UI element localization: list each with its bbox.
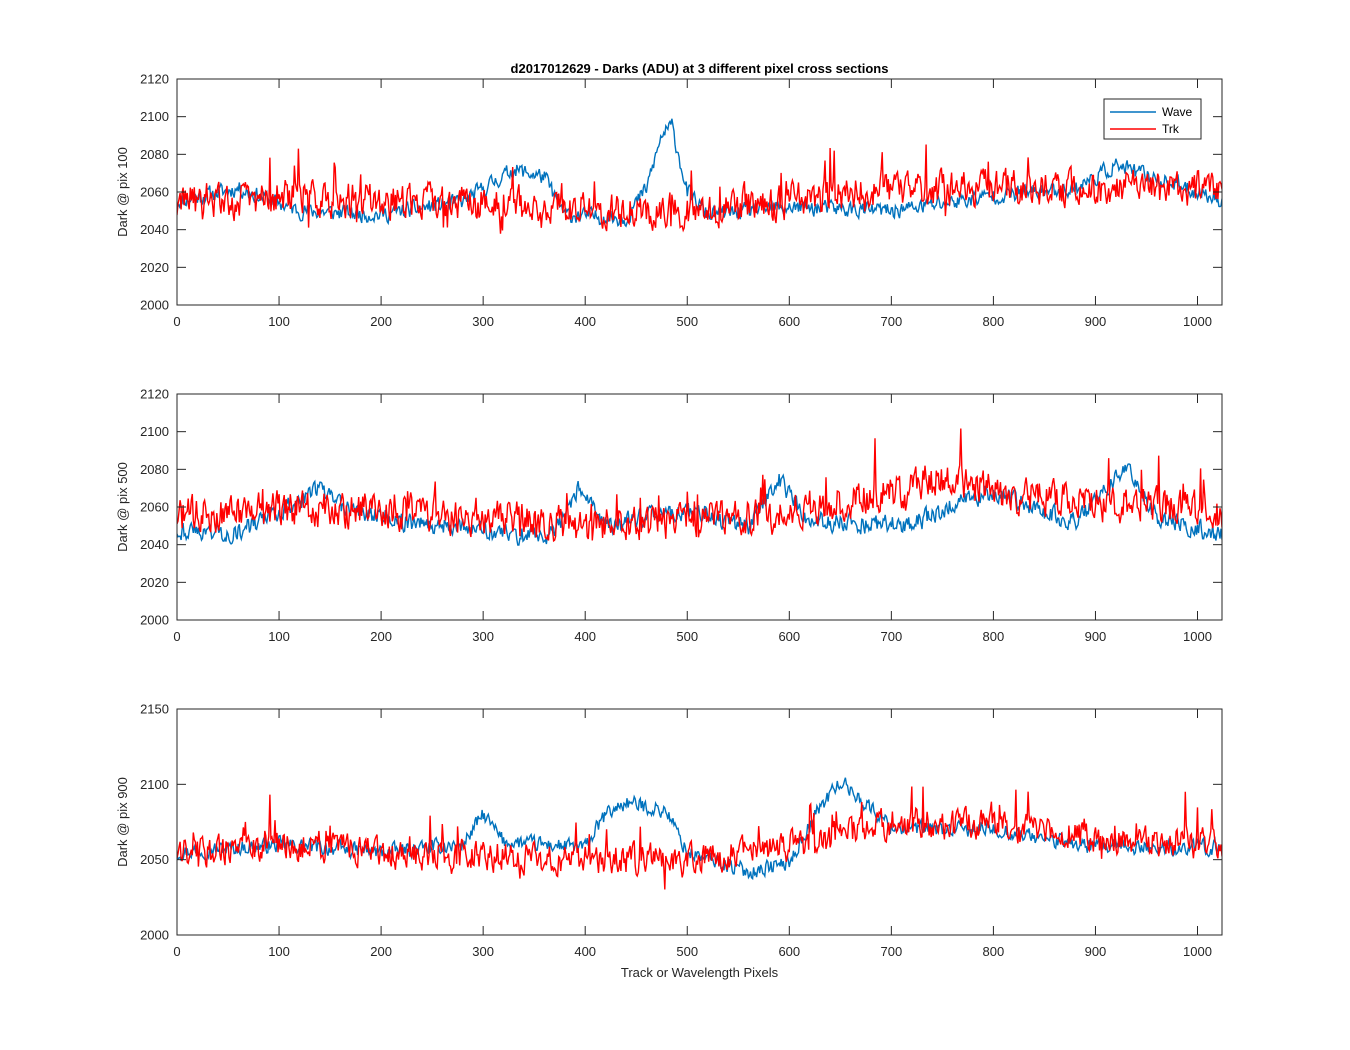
y-tick-label: 2150 <box>140 702 169 717</box>
x-tick-label: 100 <box>268 629 290 644</box>
y-tick-label: 2000 <box>140 613 169 628</box>
x-axis-title: Track or Wavelength Pixels <box>621 965 779 980</box>
legend-label-trk: Trk <box>1162 122 1180 136</box>
y-tick-label: 2020 <box>140 575 169 590</box>
x-tick-label: 1000 <box>1183 314 1212 329</box>
y-axis-title-3: Dark @ pix 900 <box>115 777 130 867</box>
x-tick-label: 800 <box>983 629 1005 644</box>
y-tick-label: 2060 <box>140 500 169 515</box>
y-tick-label: 2020 <box>140 260 169 275</box>
legend: Wave Trk <box>1103 98 1202 140</box>
x-tick-label: 200 <box>370 944 392 959</box>
x-tick-label: 400 <box>574 629 596 644</box>
x-tick-label: 400 <box>574 944 596 959</box>
y-tick-label: 2100 <box>140 109 169 124</box>
x-tick-label: 500 <box>676 314 698 329</box>
series-wave-line-3 <box>177 777 1222 881</box>
y-axis-title-2: Dark @ pix 500 <box>115 462 130 552</box>
legend-box <box>1103 98 1202 140</box>
x-tick-label: 200 <box>370 629 392 644</box>
x-tick-label: 700 <box>881 629 903 644</box>
y-axis-title-1: Dark @ pix 100 <box>115 147 130 237</box>
y-tick-label: 2080 <box>140 147 169 162</box>
x-tick-label: 300 <box>472 314 494 329</box>
x-tick-label: 700 <box>881 314 903 329</box>
series-trk-line-1 <box>177 144 1222 234</box>
x-tick-label: 200 <box>370 314 392 329</box>
y-tick-label: 2060 <box>140 185 169 200</box>
x-tick-label: 900 <box>1085 314 1107 329</box>
x-tick-label: 800 <box>983 944 1005 959</box>
subplot-1: 0 100 200 300 400 500 600 700 800 900 1000 2000 2020… <box>115 72 1223 329</box>
x-tick-label: 600 <box>778 629 800 644</box>
y-tick-label: 2120 <box>140 72 169 87</box>
y-tick-label: 2000 <box>140 928 169 943</box>
x-tick-label: 100 <box>268 944 290 959</box>
x-tick-label: 900 <box>1085 944 1107 959</box>
x-tick-label: 0 <box>173 629 180 644</box>
x-tick-label: 300 <box>472 629 494 644</box>
y-tick-label: 2120 <box>140 387 169 402</box>
x-tick-label: 700 <box>881 944 903 959</box>
y-tick-label: 2100 <box>140 777 169 792</box>
x-tick-label: 500 <box>676 944 698 959</box>
x-tick-label: 100 <box>268 314 290 329</box>
x-tick-label: 300 <box>472 944 494 959</box>
x-tick-label: 400 <box>574 314 596 329</box>
y-tick-label: 2050 <box>140 852 169 867</box>
x-tick-label: 500 <box>676 629 698 644</box>
x-tick-label: 0 <box>173 314 180 329</box>
figure-title: d2017012629 - Darks (ADU) at 3 different… <box>511 61 889 76</box>
y-tick-label: 2000 <box>140 298 169 313</box>
x-tick-label: 600 <box>778 944 800 959</box>
subplot-3: 0 100 200 300 400 500 600 700 800 900 1000 2000 2050… <box>115 702 1223 959</box>
series-trk-line-3 <box>177 786 1222 890</box>
x-tick-label: 900 <box>1085 629 1107 644</box>
axes-box-3 <box>176 708 1223 936</box>
x-tick-label: 800 <box>983 314 1005 329</box>
axes-box-2 <box>176 393 1223 621</box>
y-tick-label: 2100 <box>140 424 169 439</box>
subplot-2: 0 100 200 300 400 500 600 700 800 900 1000 2000 2020… <box>115 387 1223 644</box>
x-tick-label: 1000 <box>1183 944 1212 959</box>
legend-label-wave: Wave <box>1162 105 1193 119</box>
x-tick-label: 0 <box>173 944 180 959</box>
y-tick-label: 2080 <box>140 462 169 477</box>
y-tick-label: 2040 <box>140 537 169 552</box>
y-tick-label: 2040 <box>140 222 169 237</box>
series-trk-line-2 <box>177 428 1222 543</box>
x-tick-label: 600 <box>778 314 800 329</box>
x-tick-label: 1000 <box>1183 629 1212 644</box>
